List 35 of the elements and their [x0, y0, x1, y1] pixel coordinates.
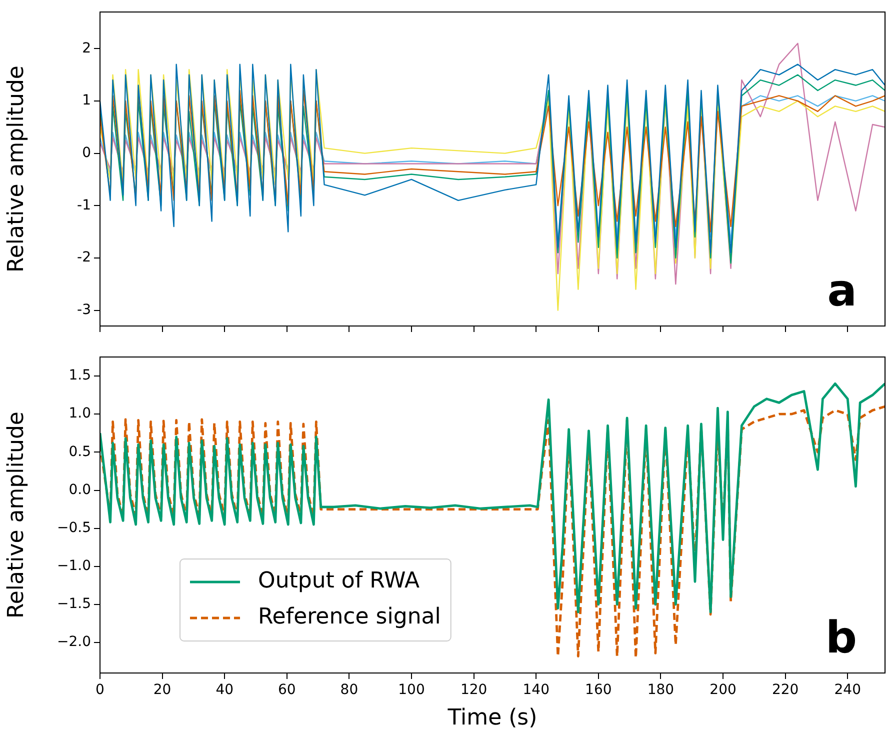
y-tick-label: −0.5	[57, 520, 91, 536]
y-tick-label: 0.0	[68, 482, 91, 498]
x-tick-label: 80	[340, 682, 358, 698]
y-tick-label: 2	[82, 40, 91, 56]
y-tick-label: 0	[82, 144, 91, 161]
x-tick-label: 100	[398, 682, 425, 698]
x-tick-label: 160	[585, 682, 612, 698]
x-tick-label: 120	[460, 682, 488, 698]
x-tick-label: 180	[647, 682, 674, 698]
x-tick-label: 40	[216, 682, 234, 698]
legend-label: Output of RWA	[258, 568, 420, 594]
y-tick-label: 1	[82, 92, 91, 109]
x-tick-label: 220	[772, 682, 799, 698]
x-tick-label: 200	[710, 682, 736, 698]
x-axis-title: Time (s)	[446, 706, 538, 731]
y-tick-label: 1.5	[68, 368, 91, 384]
line-series	[100, 405, 885, 659]
legend-label: Reference signal	[258, 604, 441, 630]
y-tick-label: −1.0	[57, 558, 91, 574]
x-tick-label: 140	[522, 682, 550, 698]
y-tick-label: 0.5	[68, 444, 91, 460]
y-tick-label: -3	[77, 302, 91, 318]
x-tick-label: 60	[278, 682, 296, 698]
annotation: b	[826, 612, 857, 664]
x-tick-label: 240	[834, 682, 861, 698]
y-axis-title: Relative amplitude	[4, 412, 29, 618]
y-tick-label: −2.0	[57, 634, 91, 650]
x-tick-label: 0	[96, 682, 104, 698]
y-axis-title: Relative amplitude	[4, 66, 29, 272]
y-tick-label: −1.5	[57, 596, 91, 612]
x-tick-label: 20	[153, 682, 172, 698]
y-tick-label: 1.0	[68, 406, 91, 422]
annotation: a	[827, 265, 857, 316]
y-tick-label: -1	[77, 197, 91, 214]
y-tick-label: -2	[77, 250, 91, 266]
